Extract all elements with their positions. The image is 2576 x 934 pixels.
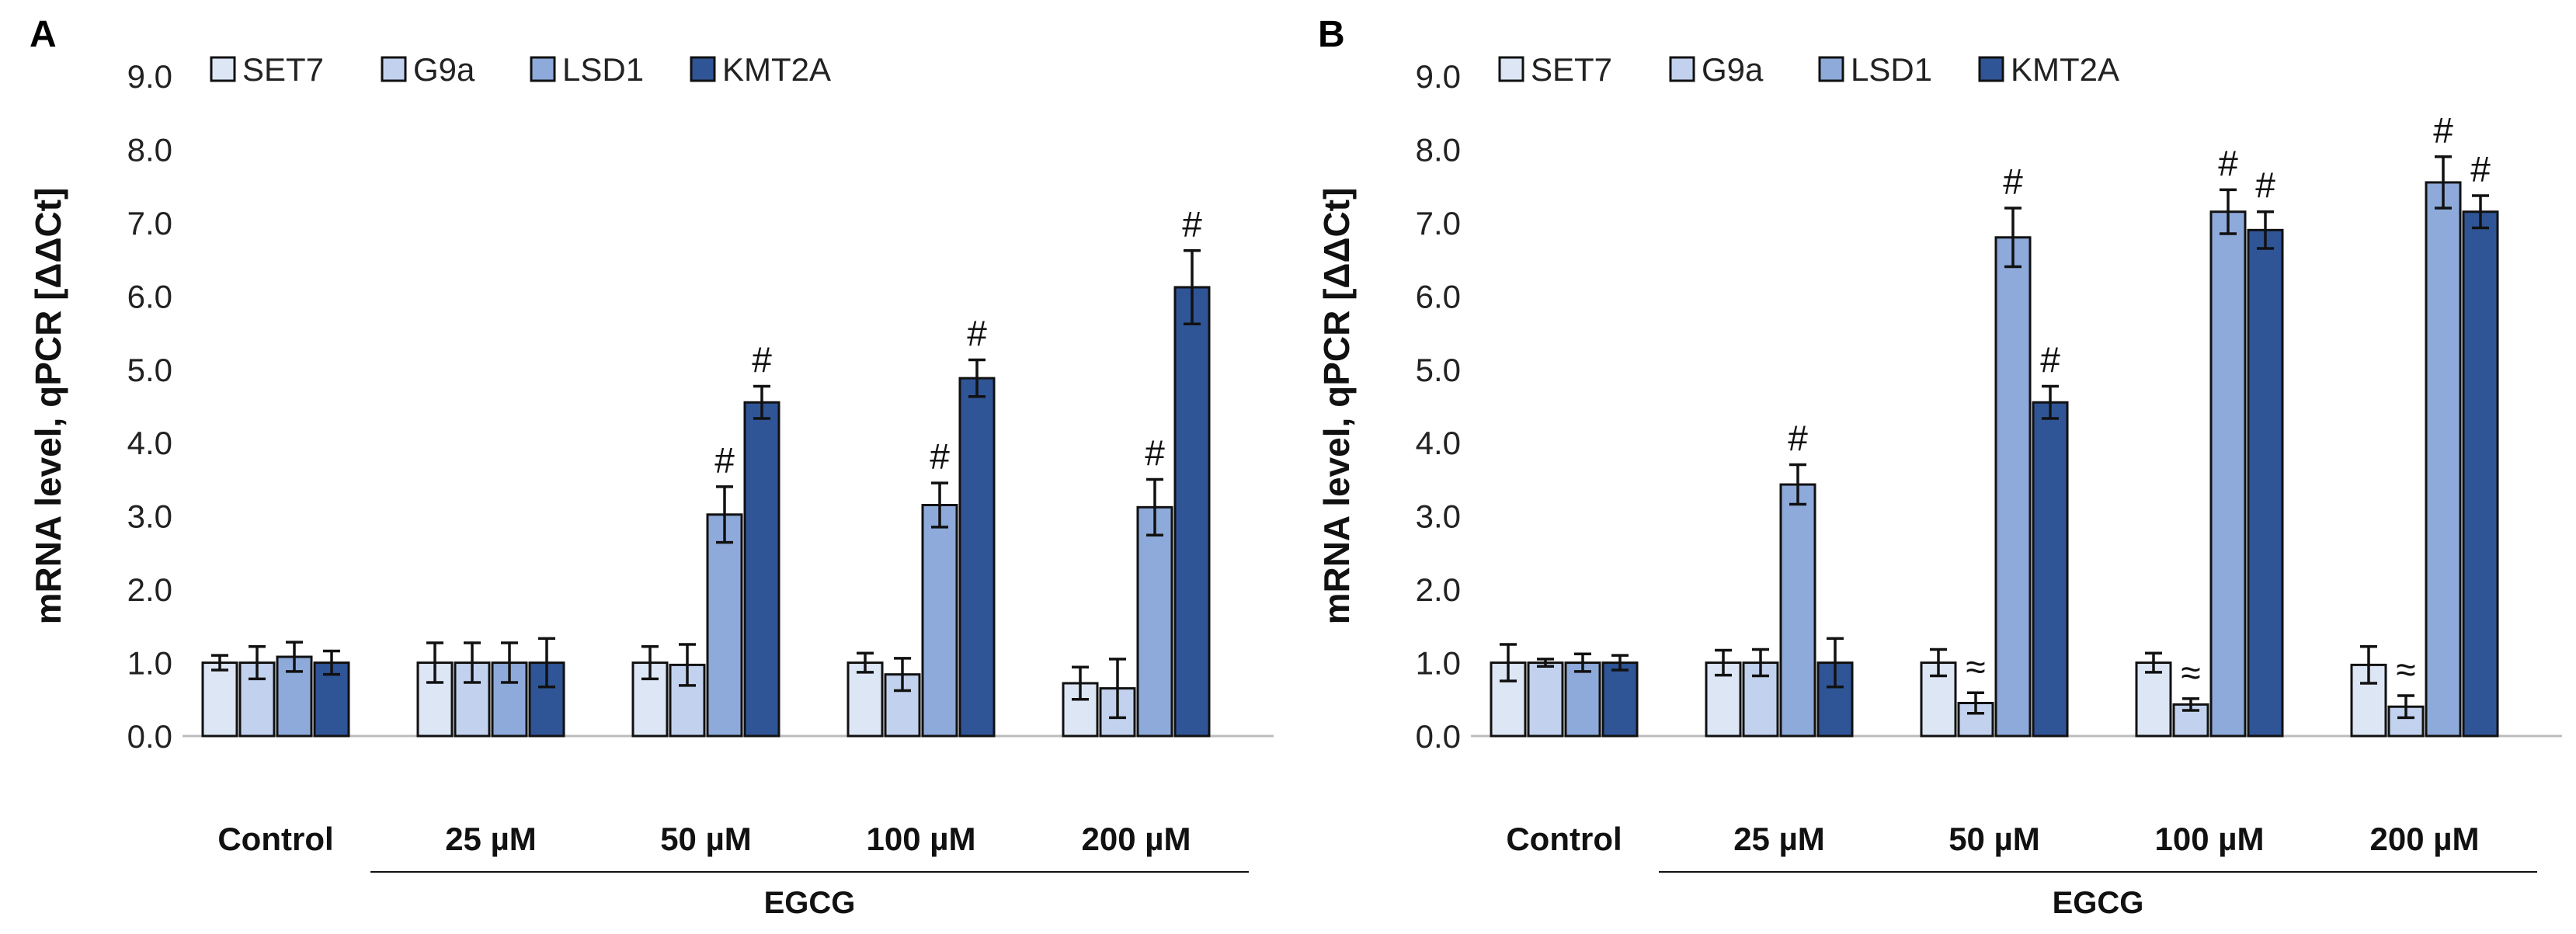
chart-a-y-tick-label: 4.0 xyxy=(127,425,172,461)
chart-b-y-tick-label: 5.0 xyxy=(1416,352,1461,388)
chart-a-y-tick-label: 1.0 xyxy=(127,645,172,682)
chart-b-bar xyxy=(1994,236,2032,738)
chart-b-group-label: EGCG xyxy=(2053,886,2144,920)
chart-a-y-tick-label: 8.0 xyxy=(127,131,172,168)
chart-b-y-tick-label: 2.0 xyxy=(1416,571,1461,608)
chart-b-significance-mark: # xyxy=(2218,143,2238,183)
chart-b-significance-mark: # xyxy=(2433,110,2453,151)
chart-a-category-label: Control xyxy=(217,821,333,857)
chart-b-significance-mark: # xyxy=(2003,161,2023,202)
chart-a-y-tick-label: 7.0 xyxy=(127,205,172,241)
chart-b-legend-swatch xyxy=(1498,56,1524,82)
chart-b-category-label: 25 µM xyxy=(1733,821,1825,857)
chart-b-significance-mark: # xyxy=(1788,418,1808,459)
chart-b-bar xyxy=(1564,661,1601,738)
chart-b-y-tick-label: 3.0 xyxy=(1416,498,1461,535)
chart-a-bar xyxy=(743,401,780,738)
chart-b-y-axis-title: mRNA level, qPCR [ΔΔCt] xyxy=(1316,188,1357,625)
chart-b-significance-mark: # xyxy=(2470,149,2491,189)
chart-b-bar xyxy=(1779,483,1816,738)
chart-b-panel-letter: B xyxy=(1318,14,1345,55)
chart-b-significance-mark: ≈ xyxy=(2396,649,2415,689)
chart-a-bar xyxy=(1136,505,1173,738)
chart-b-significance-mark: ≈ xyxy=(1966,646,1985,686)
chart-panel-b: B 0.0 1.0 2.0 3.0 4.0 5.0 6.0 7.0 8.0 9.0 mRNA leve… xyxy=(1288,0,2576,934)
chart-a-legend-swatch xyxy=(210,56,236,82)
chart-a-legend-swatch xyxy=(530,56,556,82)
chart-a-legend-swatch xyxy=(690,56,716,82)
chart-a-bar xyxy=(201,661,238,738)
chart-b-significance-mark: ≈ xyxy=(2181,652,2200,693)
chart-a-significance-mark: # xyxy=(1145,432,1165,473)
chart-b-bar xyxy=(2462,210,2499,738)
chart-a-legend-label: LSD1 xyxy=(562,51,644,88)
chart-a-significance-mark: # xyxy=(714,440,735,481)
chart-a-bar xyxy=(313,661,350,738)
chart-b-y-tick-label: 4.0 xyxy=(1416,425,1461,461)
chart-a-y-axis-title: mRNA level, qPCR [ΔΔCt] xyxy=(28,188,68,625)
chart-a-legend-label: SET7 xyxy=(242,51,324,88)
chart-a-significance-mark: # xyxy=(930,436,950,477)
chart-b-category-label: 200 µM xyxy=(2370,821,2480,857)
chart-b-legend-label: LSD1 xyxy=(1851,51,1932,88)
chart-a-panel-letter: A xyxy=(30,14,57,55)
chart-b-legend-swatch xyxy=(1978,56,2004,82)
chart-a-legend-swatch xyxy=(381,56,407,82)
chart-a-bar xyxy=(958,377,996,738)
chart-b-bar xyxy=(2135,661,2172,738)
chart-b-y-tick-label: 1.0 xyxy=(1416,645,1461,682)
chart-a-bar xyxy=(706,513,743,738)
chart-a-legend-label: G9a xyxy=(413,51,475,88)
chart-a-bar xyxy=(884,673,921,738)
chart-a-y-tick-label: 2.0 xyxy=(127,571,172,608)
chart-a-category-label: 50 µM xyxy=(660,821,752,857)
chart-a-y-tick-label: 9.0 xyxy=(127,58,172,95)
chart-b-bar xyxy=(2425,181,2462,738)
chart-a-category-label: 200 µM xyxy=(1082,821,1191,857)
chart-b-legend-label: SET7 xyxy=(1531,51,1612,88)
chart-b-y-tick-label: 8.0 xyxy=(1416,131,1461,168)
chart-b-legend-label: KMT2A xyxy=(2011,51,2119,88)
chart-b-legend-label: G9a xyxy=(1702,51,1764,88)
chart-a-y-tick-label: 0.0 xyxy=(127,718,172,755)
chart-panel-a: A 0.0 1.0 2.0 3.0 4.0 5.0 6.0 7.0 8.0 9.0 mRNA leve… xyxy=(28,14,1274,920)
chart-b-bar xyxy=(1527,661,1564,738)
chart-b-y-tick-label: 7.0 xyxy=(1416,205,1461,241)
chart-a-svg: A 0.0 1.0 2.0 3.0 4.0 5.0 6.0 7.0 8.0 9.0 mRNA leve… xyxy=(28,14,1274,920)
chart-a-category-label: 100 µM xyxy=(867,821,976,857)
chart-b-svg: B 0.0 1.0 2.0 3.0 4.0 5.0 6.0 7.0 8.0 9.0 mRNA leve… xyxy=(1316,14,2562,920)
chart-b-category-label: Control xyxy=(1506,821,1622,857)
chart-b-y-tick-label: 6.0 xyxy=(1416,278,1461,314)
chart-b-significance-mark: # xyxy=(2255,165,2275,206)
chart-b-category-label: 100 µM xyxy=(2155,821,2265,857)
chart-b-bar xyxy=(1601,661,1639,738)
chart-a-category-label: 25 µM xyxy=(445,821,537,857)
chart-a-bar xyxy=(846,661,884,738)
chart-b-legend-swatch xyxy=(1669,56,1695,82)
chart-b-legend-swatch xyxy=(1818,56,1844,82)
chart-b-y-tick-label: 0.0 xyxy=(1416,718,1461,755)
chart-a-bar xyxy=(1173,286,1211,738)
chart-a-group-label: EGCG xyxy=(764,886,856,920)
chart-b-bar xyxy=(2032,401,2069,738)
chart-a-significance-mark: # xyxy=(967,314,987,354)
chart-a-y-tick-label: 6.0 xyxy=(127,278,172,314)
chart-a-legend-label: KMT2A xyxy=(722,51,831,88)
chart-a-y-tick-label: 5.0 xyxy=(127,352,172,388)
chart-b-bar xyxy=(2209,210,2247,738)
chart-a-significance-mark: # xyxy=(1182,204,1202,245)
chart-a-bar xyxy=(921,504,958,738)
chart-a-y-tick-label: 3.0 xyxy=(127,498,172,535)
chart-b-y-tick-label: 9.0 xyxy=(1416,58,1461,95)
chart-b-category-label: 50 µM xyxy=(1949,821,2040,857)
chart-b-significance-mark: # xyxy=(2040,340,2060,380)
chart-a-significance-mark: # xyxy=(752,340,772,380)
chart-b-bar xyxy=(2247,228,2284,738)
